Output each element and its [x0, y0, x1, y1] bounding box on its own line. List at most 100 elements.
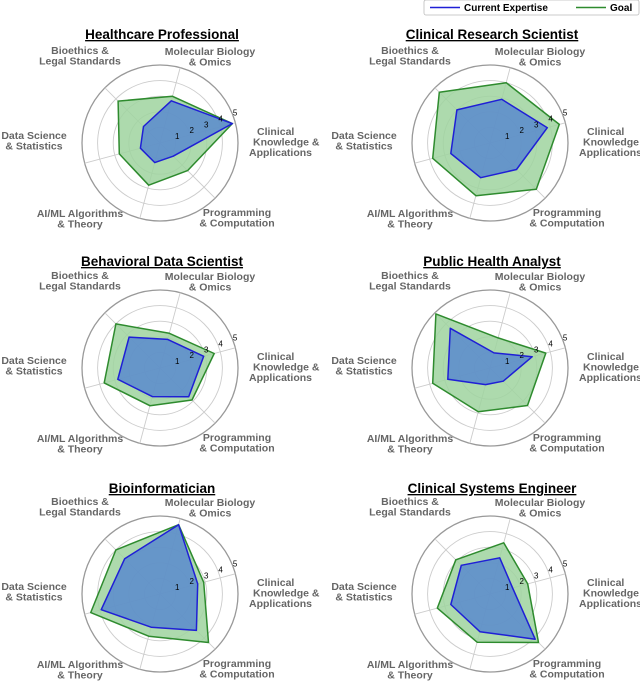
grid-ring: [81, 64, 239, 222]
tick-label: 4: [548, 566, 553, 575]
axis-label: Bioethics & Legal Standards: [369, 270, 451, 293]
axis-label: AI/ML Algorithms & Theory: [367, 433, 453, 456]
axis-label: Molecular Biology & Omics: [165, 497, 256, 520]
tick-label: 1: [175, 132, 180, 141]
tick-label: 1: [505, 357, 510, 366]
tick-label: 1: [505, 132, 510, 141]
tick-label: 3: [204, 120, 209, 129]
radar-chart-3: 12 34 5 Clinical Knowledge & Applications Mole…: [1, 254, 320, 456]
axis-label: Molecular Biology & Omics: [165, 271, 256, 294]
radar-chart-5: 12 34 5 Clinical Knowledge & Applications Mole…: [1, 481, 320, 682]
current-expertise-area: [450, 557, 536, 640]
tick-label: 4: [548, 115, 553, 124]
axis-label: Data Science & Statistics: [1, 130, 67, 153]
axis-label: Data Science & Statistics: [1, 581, 67, 604]
chart-title: Bioinformatician: [109, 481, 216, 496]
current-expertise-area: [447, 327, 533, 386]
axis-label: Programming & Computation: [199, 207, 274, 230]
radar-chart-1: 12 34 5 Clinical Knowledge & Applications Mole…: [1, 27, 320, 231]
tick-label: 2: [519, 126, 524, 135]
grid-ring: [97, 305, 223, 431]
tick-label: 5: [233, 560, 238, 569]
current-expertise-area: [117, 336, 205, 398]
tick-label: 5: [233, 334, 238, 343]
tick-label: 2: [519, 351, 524, 360]
chart-title: Clinical Systems Engineer: [408, 481, 578, 496]
legend-current-label: Current Expertise: [464, 3, 548, 14]
chart-title: Clinical Research Scientist: [406, 27, 579, 42]
grid-ring: [81, 515, 239, 673]
axis-label: Programming & Computation: [199, 432, 274, 455]
grid-ring: [411, 64, 569, 222]
tick-label: 4: [218, 115, 223, 124]
tick-label: 3: [534, 345, 539, 354]
tick-label: 2: [519, 577, 524, 586]
grid-ring: [81, 289, 239, 447]
tick-label: 5: [563, 334, 568, 343]
tick-label: 1: [175, 583, 180, 592]
axis-label: AI/ML Algorithms & Theory: [367, 208, 453, 231]
axis-label: Bioethics & Legal Standards: [39, 270, 121, 293]
tick-label: 4: [548, 340, 553, 349]
axis-label: Molecular Biology & Omics: [495, 271, 586, 294]
tick-label: 4: [218, 340, 223, 349]
axis-label: Programming & Computation: [529, 658, 604, 681]
grid-ring: [411, 289, 569, 447]
grid-ring: [411, 515, 569, 673]
tick-label: 3: [534, 571, 539, 580]
legend: Current Expertise Goal: [423, 0, 640, 16]
axis-label: Programming & Computation: [199, 658, 274, 681]
tick-label: 1: [505, 583, 510, 592]
legend-goal-label: Goal: [610, 3, 632, 14]
grid-ring: [427, 305, 553, 431]
axis-label: Molecular Biology & Omics: [165, 46, 256, 69]
grid-ring: [427, 531, 553, 657]
tick-label: 5: [563, 560, 568, 569]
axis-label: Bioethics & Legal Standards: [369, 45, 451, 68]
tick-label: 3: [204, 345, 209, 354]
tick-label: 1: [175, 357, 180, 366]
current-expertise-area: [450, 98, 549, 179]
tick-label: 3: [204, 571, 209, 580]
tick-label: 5: [233, 109, 238, 118]
axis-label: Data Science & Statistics: [331, 581, 397, 604]
chart-title: Public Health Analyst: [423, 254, 561, 269]
tick-label: 2: [189, 577, 194, 586]
axis-label: Data Science & Statistics: [331, 130, 397, 153]
tick-label: 2: [189, 351, 194, 360]
axis-label: Bioethics & Legal Standards: [369, 496, 451, 519]
tick-label: 5: [563, 109, 568, 118]
axis-label: Programming & Computation: [529, 207, 604, 230]
axis-label: Bioethics & Legal Standards: [39, 496, 121, 519]
grid-ring: [97, 80, 223, 206]
axis-label: Data Science & Statistics: [1, 355, 67, 378]
axis-label: AI/ML Algorithms & Theory: [37, 208, 123, 231]
legend-frame: [423, 0, 640, 16]
current-expertise-area: [139, 100, 234, 164]
tick-label: 3: [534, 120, 539, 129]
tick-label: 4: [218, 566, 223, 575]
axis-label: AI/ML Algorithms & Theory: [367, 659, 453, 682]
axis-label: Programming & Computation: [529, 432, 604, 455]
current-expertise-area: [100, 523, 199, 632]
chart-title: Behavioral Data Scientist: [81, 254, 244, 269]
axis-label: Data Science & Statistics: [331, 355, 397, 378]
axis-label: Molecular Biology & Omics: [495, 497, 586, 520]
chart-title: Healthcare Professional: [85, 27, 239, 42]
axis-label: Molecular Biology & Omics: [495, 46, 586, 69]
axis-label: AI/ML Algorithms & Theory: [37, 659, 123, 682]
tick-label: 2: [189, 126, 194, 135]
axis-label: Bioethics & Legal Standards: [39, 45, 121, 68]
axis-label: AI/ML Algorithms & Theory: [37, 433, 123, 456]
